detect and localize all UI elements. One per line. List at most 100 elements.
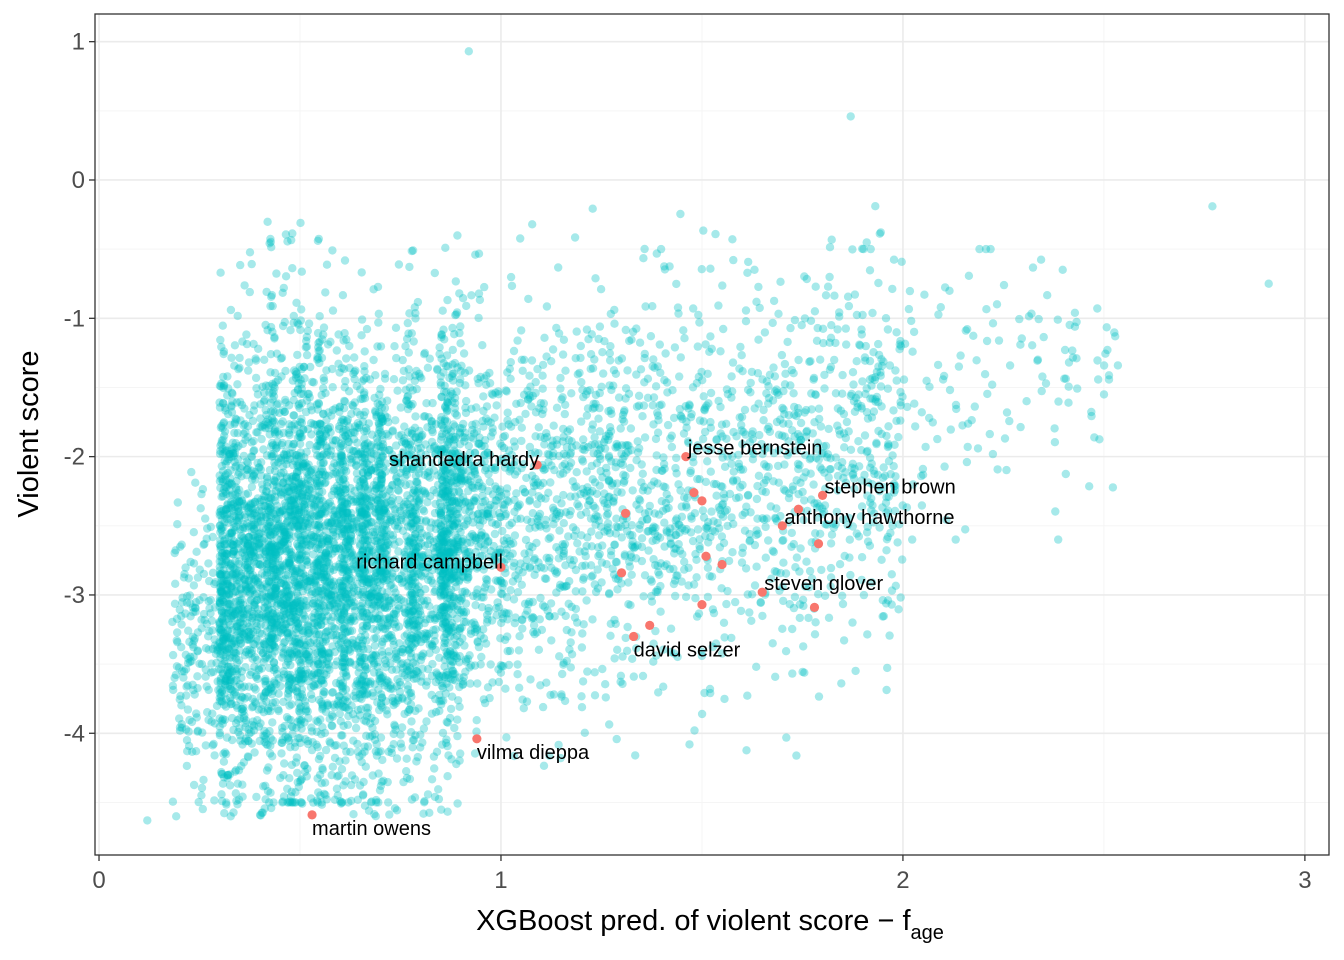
background-point (228, 713, 237, 723)
background-point (246, 564, 255, 573)
background-point (405, 400, 414, 409)
background-point (342, 354, 351, 363)
background-point (423, 498, 432, 507)
background-point (363, 468, 373, 477)
background-point (177, 701, 186, 710)
background-point (341, 376, 350, 386)
background-point (317, 779, 326, 788)
background-point (322, 548, 331, 558)
background-point (295, 515, 305, 525)
background-point (401, 439, 411, 448)
background-point (507, 281, 517, 291)
background-point (238, 524, 247, 533)
background-point (415, 553, 424, 562)
background-point (277, 578, 286, 588)
background-point (227, 639, 237, 648)
background-point (235, 497, 244, 507)
background-point (234, 766, 244, 775)
background-point (292, 687, 301, 696)
background-point (360, 454, 369, 463)
background-point (393, 655, 402, 664)
background-point (357, 507, 366, 517)
background-point (338, 484, 348, 494)
background-point (217, 790, 226, 799)
background-point (231, 649, 241, 658)
background-point (248, 613, 257, 623)
background-point (297, 267, 306, 276)
background-point (363, 536, 373, 545)
background-point (327, 622, 336, 631)
background-point (251, 356, 261, 365)
background-point (245, 248, 255, 257)
background-point (289, 482, 298, 491)
background-point (243, 465, 252, 475)
background-point (400, 550, 409, 560)
background-point (268, 327, 277, 336)
background-point (364, 590, 373, 599)
background-point (391, 699, 400, 708)
background-point (431, 553, 440, 562)
background-point (343, 415, 352, 424)
background-point (309, 661, 319, 670)
background-point (329, 510, 338, 519)
background-point (302, 332, 311, 342)
background-point (363, 690, 372, 699)
background-point (350, 398, 359, 407)
background-point (441, 689, 450, 698)
background-point (304, 713, 313, 723)
background-point (261, 525, 271, 534)
background-point (429, 486, 438, 495)
background-point (290, 599, 300, 608)
background-point (284, 681, 293, 690)
background-point (384, 418, 393, 427)
background-point (255, 538, 265, 548)
background-point (328, 612, 337, 622)
background-point (338, 542, 347, 551)
background-point (242, 503, 251, 512)
background-point (252, 625, 261, 635)
background-point (318, 470, 327, 479)
background-point (312, 511, 321, 520)
background-point (453, 601, 462, 611)
background-point (349, 525, 358, 534)
background-point (318, 433, 328, 443)
background-point (326, 428, 335, 437)
background-point (375, 390, 384, 399)
background-point (278, 417, 287, 426)
background-point (291, 628, 301, 638)
background-point (340, 662, 349, 671)
background-point (332, 699, 342, 709)
background-point (405, 774, 415, 784)
background-point (290, 504, 300, 513)
background-point (241, 663, 250, 672)
background-point (348, 401, 358, 411)
background-point (374, 318, 383, 327)
background-point (186, 599, 195, 608)
background-point (356, 484, 365, 494)
background-point (210, 796, 219, 805)
background-point (223, 682, 233, 691)
background-point (175, 714, 184, 723)
background-point (261, 501, 270, 511)
background-point (254, 665, 264, 675)
background-point (378, 755, 387, 765)
background-point (422, 681, 431, 690)
background-point (294, 508, 304, 517)
background-point (218, 467, 228, 476)
background-point (370, 393, 379, 403)
background-point (284, 609, 294, 618)
background-point (346, 531, 356, 540)
background-point (315, 312, 324, 321)
background-point (370, 716, 380, 726)
background-point (448, 623, 457, 632)
background-point (244, 366, 253, 375)
background-point (402, 666, 412, 675)
background-point (300, 496, 309, 505)
background-point (252, 428, 261, 437)
background-point (300, 761, 309, 770)
background-point (296, 649, 305, 658)
background-point (290, 366, 299, 375)
background-point (225, 529, 234, 538)
background-point (280, 600, 289, 610)
background-point (335, 709, 344, 718)
